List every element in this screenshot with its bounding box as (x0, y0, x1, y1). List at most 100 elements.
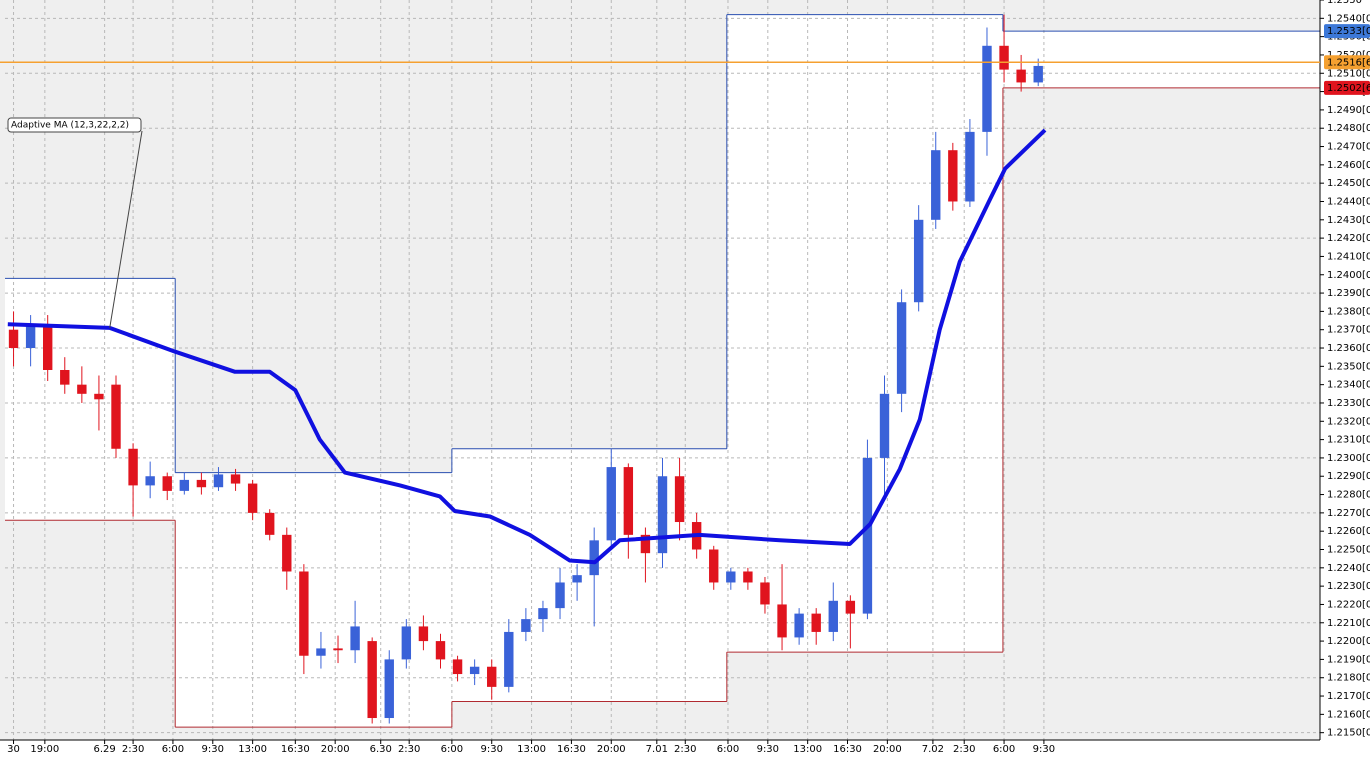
price-markers: 1.2533[0 1.2516[6 1.2502[6 (0, 24, 1370, 95)
candle-body (316, 648, 326, 656)
price-marker-label: 1.2502[6 (1327, 83, 1370, 94)
candle-body (282, 534, 292, 572)
y-tick-label: 1.2350[0 (1327, 361, 1370, 372)
x-tick-label: 20:00 (597, 744, 626, 755)
candle-body (589, 540, 599, 576)
candle-body (760, 582, 770, 605)
x-tick-label: 2:30 (122, 744, 144, 755)
candle-body (674, 476, 685, 523)
x-tick-label: 6:00 (993, 744, 1015, 755)
candle-body (487, 666, 497, 687)
x-tick-label: 9:30 (480, 744, 502, 755)
y-tick-label: 1.2460[0 (1327, 160, 1370, 171)
y-tick-label: 1.2490[0 (1327, 105, 1370, 116)
candle-body (896, 302, 907, 394)
range-lines (5, 14, 1320, 728)
y-tick-label: 1.2470[0 (1327, 142, 1370, 153)
x-tick-label: 6:00 (717, 744, 739, 755)
x-tick-label: 20:00 (321, 744, 350, 755)
y-tick-label: 1.2310[0 (1327, 435, 1370, 446)
price-marker-box (1324, 80, 1370, 95)
x-tick-label: 30 (7, 744, 20, 755)
candle-body (452, 659, 463, 675)
x-tick-label: 6.30 (370, 744, 392, 755)
candle-body (299, 571, 309, 656)
y-tick-label: 1.2400[0 (1327, 270, 1370, 281)
candle-body (999, 45, 1009, 70)
candle-body (504, 631, 514, 687)
x-tick-label: 13:00 (793, 744, 822, 755)
y-tick-label: 1.2410[0 (1327, 251, 1370, 262)
candle-body (179, 479, 190, 491)
y-tick-label: 1.2440[0 (1327, 196, 1370, 207)
candle-body (333, 648, 343, 651)
candle-body (640, 534, 651, 554)
y-tick-label: 1.2510[0 (1327, 68, 1370, 79)
candle-body (521, 619, 531, 632)
annotation-box (7, 117, 142, 133)
y-tick-label: 1.2300[0 (1327, 453, 1370, 464)
x-tick-label: 9:30 (1033, 744, 1055, 755)
y-tick-label: 1.2480[0 (1327, 123, 1370, 134)
x-tick-label: 19:00 (30, 744, 59, 755)
y-tick-label: 1.2420[0 (1327, 233, 1370, 244)
y-tick-label: 1.2160[0 (1327, 709, 1370, 720)
candle-body (879, 393, 890, 458)
candle-body (845, 600, 856, 614)
y-tick-label: 1.2230[0 (1327, 581, 1370, 592)
candle-body (384, 659, 394, 719)
x-tick-label: 20:00 (873, 744, 902, 755)
x-tick-label: 16:30 (281, 744, 310, 755)
y-tick-label: 1.2290[0 (1327, 471, 1370, 482)
candle-body (1033, 65, 1043, 83)
candle-body (196, 479, 207, 488)
y-tick-label: 1.2550 (1327, 0, 1362, 6)
x-tick-label: 9:30 (757, 744, 779, 755)
x-tick-label: 6.29 (93, 744, 115, 755)
y-tick-label: 1.2180[0 (1327, 673, 1370, 684)
candle-body (862, 457, 873, 614)
candle-body (60, 370, 70, 385)
y-tick-label: 1.2430[0 (1327, 215, 1370, 226)
candle-body (948, 150, 958, 202)
x-tick-label: 16:30 (557, 744, 586, 755)
candle-body (162, 476, 172, 491)
y-tick-label: 1.2210[0 (1327, 618, 1370, 629)
candle-body (913, 219, 924, 303)
y-tick-label: 1.2260[0 (1327, 526, 1370, 537)
candle-body (623, 467, 634, 535)
x-tick-label: 9:30 (202, 744, 224, 755)
candle-body (828, 600, 838, 632)
candle-body (657, 476, 668, 554)
candle-body (42, 326, 53, 370)
candle-body (777, 604, 787, 638)
ma-line (7, 128, 1047, 565)
candle-body (77, 384, 87, 394)
candle-body (94, 393, 104, 400)
y-tick-label: 1.2200[0 (1327, 636, 1370, 647)
candle-body (145, 476, 155, 486)
moving-average (7, 128, 1047, 565)
price-marker-box (1324, 24, 1370, 39)
annotation-label: Adaptive MA (12,3,22,2,2) (11, 121, 129, 131)
candle-body (965, 131, 975, 202)
y-tick-label: 1.2170[0 (1327, 691, 1370, 702)
y-tick-label: 1.2220[0 (1327, 599, 1370, 610)
annotation: Adaptive MA (12,3,22,2,2) (7, 117, 143, 328)
annotation-leader (109, 130, 143, 328)
candle-body (25, 326, 36, 349)
y-tick-label: 1.2370[0 (1327, 325, 1370, 336)
y-tick-label: 1.2320[0 (1327, 416, 1370, 427)
candle-body (230, 474, 241, 484)
candle-body (538, 608, 548, 620)
x-tick-label: 2:30 (953, 744, 975, 755)
x-tick-label: 6:00 (441, 744, 463, 755)
candle-body (572, 575, 582, 583)
candle-body (811, 613, 821, 632)
y-tick-label: 1.2190[0 (1327, 654, 1370, 665)
candle-body (726, 571, 736, 583)
candle-body (247, 483, 258, 513)
range-box (175, 472, 452, 728)
candle-body (469, 666, 480, 675)
